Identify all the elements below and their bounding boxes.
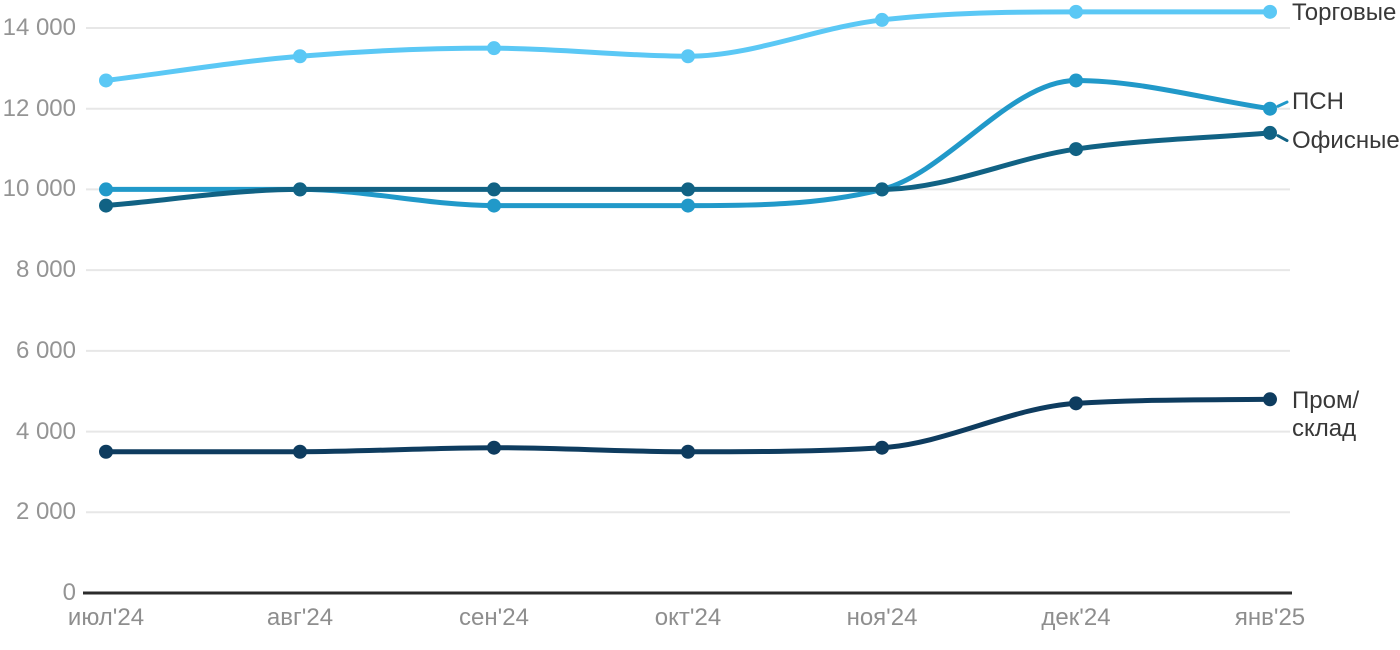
y-tick-label-12000: 12 000 <box>2 94 76 122</box>
data-point-Офисные-авг'24[interactable] <box>293 182 307 197</box>
series-label-Пром/склад: Пром/склад <box>1292 387 1359 443</box>
y-tick-label-14000: 14 000 <box>2 14 76 41</box>
data-point-Пром/склад-июл'24[interactable] <box>99 444 113 459</box>
series-label-Торговые: Торговые <box>1292 0 1396 27</box>
data-point-Офисные-дек'24[interactable] <box>1069 142 1083 157</box>
series-label-line: склад <box>1292 415 1357 443</box>
x-tick-label-5: дек'24 <box>1041 604 1111 631</box>
data-point-ПСН-дек'24[interactable] <box>1069 73 1083 88</box>
y-tick-label-8000: 8 000 <box>15 256 76 284</box>
label-connector-dash-ПСН <box>1276 100 1289 108</box>
x-tick-label-0: июл'24 <box>67 604 145 631</box>
data-point-Пром/склад-ноя'24[interactable] <box>875 440 889 455</box>
data-point-Офисные-сен'24[interactable] <box>487 182 501 197</box>
data-point-Торговые-ноя'24[interactable] <box>875 12 889 27</box>
data-point-Торговые-янв'25[interactable] <box>1263 4 1277 19</box>
data-point-Офисные-ноя'24[interactable] <box>875 182 889 197</box>
data-point-Торговые-авг'24[interactable] <box>293 49 307 64</box>
data-point-Офисные-июл'24[interactable] <box>99 198 113 213</box>
data-point-Пром/склад-дек'24[interactable] <box>1069 396 1083 411</box>
data-point-Торговые-июл'24[interactable] <box>99 73 113 88</box>
y-tick-label-2000: 2 000 <box>15 498 76 526</box>
x-tick-label-4: ноя'24 <box>846 604 918 631</box>
y-tick-label-0: 0 <box>62 579 76 606</box>
y-tick-label-4000: 4 000 <box>15 417 76 445</box>
series-label-ПСН: ПСН <box>1292 88 1344 116</box>
data-point-Офисные-янв'25[interactable] <box>1263 125 1277 140</box>
x-tick-label-1: авг'24 <box>266 604 334 631</box>
x-tick-label-6: янв'25 <box>1234 604 1306 631</box>
series-label-Офисные: Офисные <box>1292 127 1400 155</box>
data-point-Пром/склад-окт'24[interactable] <box>681 444 695 459</box>
data-point-Пром/склад-янв'25[interactable] <box>1263 392 1277 407</box>
data-point-ПСН-сен'24[interactable] <box>487 198 501 213</box>
series-line-4 <box>103 396 1273 455</box>
data-point-Офисные-окт'24[interactable] <box>681 182 695 197</box>
label-connector-dash-Офисные <box>1276 134 1289 143</box>
data-point-Пром/склад-сен'24[interactable] <box>487 440 501 455</box>
series-label-line: Торговые <box>1292 0 1397 26</box>
series-label-line: Пром/ <box>1292 387 1360 415</box>
data-point-Торговые-дек'24[interactable] <box>1069 4 1083 19</box>
series-label-line: ПСН <box>1292 87 1344 115</box>
data-point-Торговые-сен'24[interactable] <box>487 41 501 56</box>
data-point-Пром/склад-авг'24[interactable] <box>293 444 307 459</box>
x-tick-label-3: окт'24 <box>654 604 722 631</box>
data-point-ПСН-янв'25[interactable] <box>1263 101 1277 116</box>
data-point-ПСН-окт'24[interactable] <box>681 198 695 213</box>
series-line-1 <box>103 9 1273 83</box>
data-point-Торговые-окт'24[interactable] <box>681 49 695 64</box>
y-tick-label-10000: 10 000 <box>2 175 76 203</box>
series-label-line: Офисные <box>1292 126 1400 154</box>
data-point-ПСН-июл'24[interactable] <box>99 182 113 197</box>
y-tick-label-6000: 6 000 <box>15 336 76 364</box>
x-tick-label-2: сен'24 <box>459 604 529 631</box>
